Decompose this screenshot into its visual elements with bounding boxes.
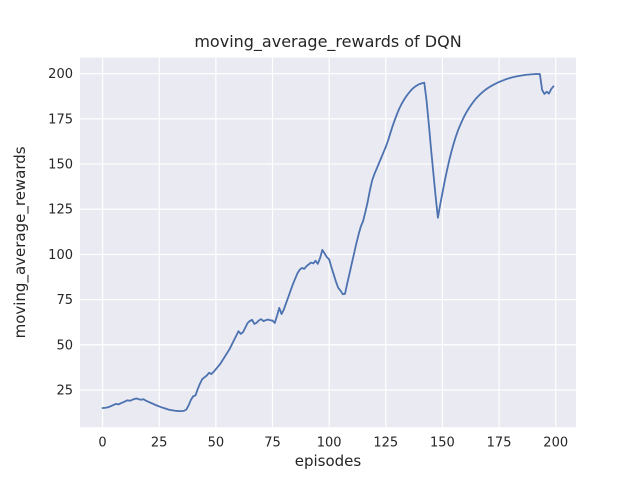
x-tick-label: 200	[543, 436, 568, 451]
y-tick-label: 200	[48, 67, 73, 82]
x-tick-label: 100	[317, 436, 342, 451]
y-tick-label: 100	[48, 248, 73, 263]
x-tick-label: 150	[430, 436, 455, 451]
y-tick-label: 25	[56, 383, 73, 398]
x-tick-label: 0	[98, 436, 106, 451]
y-tick-label: 175	[48, 112, 73, 127]
x-tick-label: 175	[487, 436, 512, 451]
y-tick-label: 75	[56, 293, 73, 308]
gridlines	[80, 57, 576, 428]
x-tick-label: 75	[264, 436, 281, 451]
x-tick-label: 125	[373, 436, 398, 451]
y-tick-label: 50	[56, 338, 73, 353]
x-tick-labels: 0 25 50 75 100 125 150 175 200	[98, 436, 568, 451]
y-tick-label: 150	[48, 158, 73, 173]
y-tick-label: 125	[48, 203, 73, 218]
y-axis-label: moving_average_rewards	[11, 146, 30, 338]
y-tick-labels: 25 50 75 100 125 150 175 200	[48, 67, 73, 398]
reward-line	[101, 73, 555, 413]
chart-title: moving_average_rewards of DQN	[194, 32, 461, 52]
plot-area	[80, 57, 576, 428]
x-axis-label: episodes	[295, 452, 362, 470]
x-tick-label: 50	[208, 436, 225, 451]
series-lines	[101, 73, 555, 413]
x-tick-label: 25	[151, 436, 168, 451]
